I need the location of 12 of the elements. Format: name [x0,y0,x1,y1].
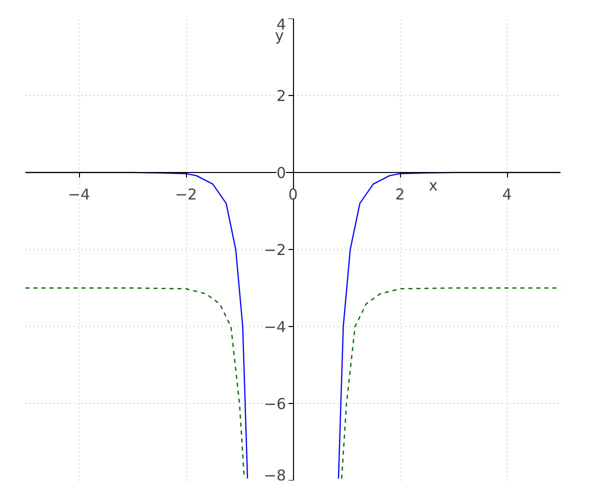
x-tick-label: 2 [395,186,405,204]
x-tick-label: −4 [68,186,90,204]
y-tick-label: −8 [264,466,286,484]
x-tick-label: 0 [288,186,298,204]
y-tick-label: −2 [264,241,286,259]
x-axis-title: x [428,176,438,194]
x-tick-label: 4 [502,186,512,204]
y-tick-label: 2 [276,87,286,105]
y-tick-label: 0 [276,164,286,182]
y-tick-label: −4 [264,318,286,336]
x-tick-label: −2 [174,186,198,204]
y-tick-label: −6 [264,395,286,413]
